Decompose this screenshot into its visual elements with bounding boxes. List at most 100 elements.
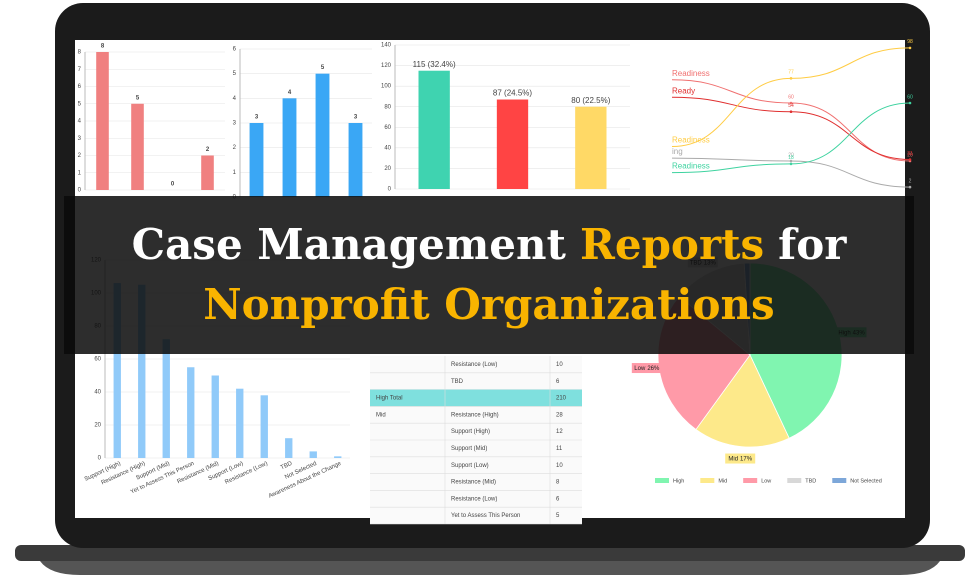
- table-cell: Resistance (Low): [451, 362, 497, 368]
- pie-slice: [695, 354, 790, 448]
- y-tick-label: 2: [78, 153, 82, 159]
- y-tick-label: 4: [78, 119, 82, 125]
- value-label: 0: [171, 182, 175, 188]
- y-tick-label: 3: [233, 121, 237, 127]
- table-cell: Resistance (Mid): [451, 480, 496, 486]
- table-cell: 10: [556, 463, 563, 469]
- series-label: Ready: [672, 86, 695, 95]
- laptop-base: [15, 545, 965, 561]
- y-tick-label: 60: [94, 357, 101, 363]
- point: [789, 101, 793, 105]
- y-tick-label: 3: [78, 136, 82, 142]
- bar: [575, 106, 607, 189]
- legend-label: Not Selected: [850, 478, 882, 484]
- table-cell: 28: [556, 412, 563, 418]
- point: [789, 162, 793, 166]
- y-tick-label: 40: [94, 390, 101, 396]
- value-label: 5: [321, 65, 325, 71]
- value-label: 21: [907, 151, 913, 157]
- value-label: 5: [136, 95, 140, 101]
- value-label: 2: [206, 147, 210, 153]
- y-tick-label: 5: [78, 101, 82, 107]
- bar: [285, 438, 293, 458]
- pie-label-value: 26%: [647, 366, 660, 372]
- laptop-base-edge: [40, 561, 940, 575]
- table-cell: Yet to Assess This Person: [451, 513, 520, 519]
- point: [789, 110, 793, 113]
- bar: [282, 98, 297, 197]
- table-cell: 11: [556, 446, 563, 452]
- point: [908, 185, 912, 189]
- banner-line: Case Management Reports for: [132, 215, 847, 275]
- value-label: 87 (24.5%): [493, 89, 532, 98]
- table-cell: Support (Low): [451, 463, 489, 469]
- bar: [201, 155, 214, 190]
- point: [908, 158, 912, 161]
- y-tick-label: 140: [381, 43, 392, 49]
- y-tick-label: 0: [98, 456, 102, 462]
- legend-swatch: [832, 478, 847, 483]
- y-tick-label: 60: [384, 125, 391, 131]
- value-label: 8: [101, 44, 105, 50]
- pie-label: Low 26%: [634, 366, 660, 372]
- bar: [138, 284, 146, 458]
- series-label: Readiness: [672, 69, 710, 78]
- value-label: 60: [788, 94, 794, 100]
- bar: [334, 456, 342, 458]
- table-cell: Support (Mid): [451, 446, 487, 452]
- banner-highlight: Reports: [579, 220, 765, 269]
- value-label: 4: [288, 90, 292, 96]
- legend-swatch: [655, 478, 669, 483]
- table-cell: 6: [556, 379, 560, 385]
- table-cell: Resistance (High): [451, 412, 499, 418]
- point: [789, 77, 793, 80]
- bar: [418, 70, 450, 189]
- value-label: 20: [907, 152, 913, 158]
- bar: [348, 123, 363, 197]
- value-label: 3: [255, 115, 259, 121]
- bar: [131, 103, 144, 190]
- banner-highlight: Nonprofit Organizations: [203, 280, 775, 329]
- bar: [315, 73, 330, 197]
- bar: [249, 123, 264, 197]
- legend-label: High: [673, 478, 684, 484]
- pie-label-name: Low: [634, 366, 646, 372]
- y-tick-label: 2: [233, 145, 237, 151]
- value-label: 18: [788, 155, 794, 161]
- y-tick-label: 80: [384, 104, 391, 110]
- series-label: Readiness: [672, 136, 710, 145]
- table-cell: 210: [556, 396, 567, 402]
- pie-label-bg: [631, 363, 662, 374]
- table-cell: Support (High): [451, 429, 490, 435]
- y-tick-label: 0: [78, 188, 82, 194]
- banner-text: for: [778, 220, 847, 269]
- bar: [96, 52, 109, 190]
- value-label: 98: [907, 39, 913, 45]
- value-label: 20: [788, 152, 794, 158]
- pie-label-value: 17%: [740, 456, 753, 462]
- banner-text: Case Management: [131, 220, 566, 269]
- value-label: 77: [788, 70, 794, 76]
- y-tick-label: 5: [233, 71, 237, 77]
- y-tick-label: 20: [94, 423, 101, 429]
- legend-label: TBD: [805, 478, 816, 484]
- y-tick-label: 40: [384, 145, 391, 151]
- legend-swatch: [700, 478, 715, 483]
- series-label: Readiness: [672, 162, 710, 171]
- table-cell: Mid: [376, 412, 386, 418]
- bar: [211, 375, 219, 458]
- bar: [113, 283, 121, 458]
- table-cell: 6: [556, 496, 560, 502]
- point: [908, 101, 912, 105]
- legend-label: Low: [761, 478, 771, 484]
- bar: [496, 99, 529, 189]
- point: [789, 159, 793, 163]
- series-label: ing: [672, 147, 683, 156]
- banner-line: Nonprofit Organizations: [203, 275, 774, 335]
- table-cell: 10: [556, 362, 563, 368]
- bar: [260, 395, 268, 458]
- value-label: 80 (22.5%): [571, 96, 610, 105]
- y-tick-label: 4: [233, 96, 237, 102]
- y-tick-label: 8: [78, 50, 82, 56]
